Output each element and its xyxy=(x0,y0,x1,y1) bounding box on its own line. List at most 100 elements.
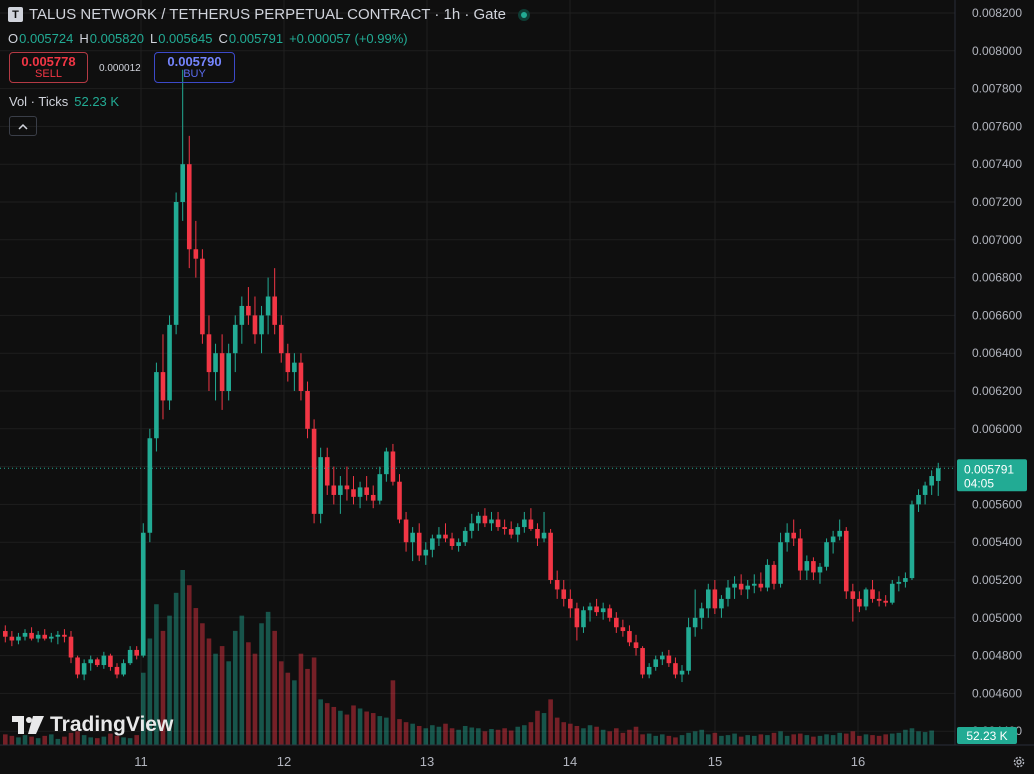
volume-bar xyxy=(495,729,501,745)
buy-label: BUY xyxy=(183,67,206,80)
candle-body xyxy=(508,528,514,535)
volume-bar xyxy=(351,705,356,745)
volume-legend[interactable]: Vol · Ticks 52.23 K xyxy=(9,94,119,109)
volume-bar xyxy=(745,735,751,745)
sell-button[interactable]: 0.005778 SELL xyxy=(9,52,88,83)
candle-body xyxy=(896,581,902,584)
candle-body xyxy=(298,362,304,391)
volume-bar xyxy=(502,728,507,745)
candle-body xyxy=(541,532,547,539)
volume-bar xyxy=(462,725,468,745)
candle-body xyxy=(738,583,744,590)
price-tick-label: 0.004600 xyxy=(972,686,1022,700)
settings-gear-icon[interactable] xyxy=(1012,755,1026,769)
candle-body xyxy=(922,485,928,495)
buy-button[interactable]: 0.005790 BUY xyxy=(154,52,235,83)
volume-bar xyxy=(686,732,691,745)
candle-body xyxy=(705,589,711,609)
candle-body xyxy=(272,296,277,325)
candle-body xyxy=(423,549,429,556)
volume-bar xyxy=(883,734,888,745)
volume-bar xyxy=(114,735,120,745)
close-value: 0.005791 xyxy=(228,31,284,46)
candle-body xyxy=(140,532,146,656)
time-tick-label: 12 xyxy=(277,754,291,769)
candle-body xyxy=(370,494,376,501)
candle-body xyxy=(377,474,383,501)
volume-bar xyxy=(147,638,153,745)
candle-body xyxy=(600,608,606,613)
volume-bar xyxy=(666,735,672,745)
volume-bar xyxy=(430,725,435,745)
candle-body xyxy=(751,583,757,586)
candle-body xyxy=(62,634,67,637)
candle-body xyxy=(916,494,921,505)
symbol-header: T TALUS NETWORK / TETHERUS PERPETUAL CON… xyxy=(8,6,531,23)
volume-bar xyxy=(357,708,363,745)
volume-bar xyxy=(265,611,271,745)
collapse-legend-button[interactable] xyxy=(9,116,37,136)
volume-bar xyxy=(410,723,415,745)
volume-bar xyxy=(213,653,218,745)
candle-body xyxy=(673,663,678,675)
volume-bar xyxy=(824,734,829,745)
time-tick-label: 16 xyxy=(851,754,865,769)
candle-body xyxy=(797,538,803,571)
volume-bar xyxy=(732,733,737,745)
candle-body xyxy=(889,583,895,603)
candle-body xyxy=(587,606,593,611)
volume-bar xyxy=(121,737,126,745)
volume-bar xyxy=(568,723,573,745)
volume-badge-label: 52.23 K xyxy=(966,729,1007,743)
price-tick-label: 0.008000 xyxy=(972,44,1022,58)
time-tick-label: 11 xyxy=(134,754,148,769)
candle-body xyxy=(686,627,691,671)
volume-bar xyxy=(311,657,317,745)
candle-body xyxy=(278,324,284,354)
volume-bar xyxy=(370,713,376,745)
volume-bar xyxy=(364,711,369,745)
volume-bar xyxy=(29,736,34,745)
candle-body xyxy=(160,372,166,401)
candle-body xyxy=(311,428,317,514)
candle-body xyxy=(699,608,705,618)
chart-grid xyxy=(0,0,955,745)
price-tick-label: 0.006400 xyxy=(972,346,1022,360)
candle-body xyxy=(55,634,61,637)
volume-bar xyxy=(331,706,337,745)
volume-bar xyxy=(272,630,277,745)
candle-body xyxy=(68,636,74,658)
candle-body xyxy=(515,527,521,535)
candle-body xyxy=(252,315,258,335)
volume-bar xyxy=(88,737,94,745)
volume-bar xyxy=(252,653,258,745)
volume-bar xyxy=(81,735,87,745)
volume-bar xyxy=(206,638,212,745)
candle-body xyxy=(29,632,34,639)
candle-body xyxy=(679,670,685,675)
volume-bar xyxy=(55,738,61,745)
candle-body xyxy=(127,649,133,664)
volume-bar xyxy=(384,717,389,745)
candle-body xyxy=(482,515,488,524)
volume-legend-label: Vol · Ticks xyxy=(9,94,69,109)
volume-bar xyxy=(127,738,133,745)
symbol-title[interactable]: TALUS NETWORK / TETHERUS PERPETUAL CONTR… xyxy=(29,6,507,23)
volume-bar xyxy=(219,646,225,745)
last-price-badge xyxy=(957,459,1027,492)
volume-bar xyxy=(200,623,205,745)
candle-body xyxy=(666,655,672,664)
volume-bar xyxy=(9,735,15,745)
candle-body xyxy=(154,372,159,439)
price-tick-label: 0.004800 xyxy=(972,649,1022,663)
candle-body xyxy=(213,353,218,373)
candle-body xyxy=(502,527,507,529)
candle-body xyxy=(318,457,323,514)
low-value: 0.005645 xyxy=(158,31,213,46)
candle-body xyxy=(232,324,238,354)
volume-bar xyxy=(226,661,231,745)
candle-body xyxy=(620,627,626,632)
volume-bar xyxy=(436,726,442,745)
candle-body xyxy=(903,578,908,582)
